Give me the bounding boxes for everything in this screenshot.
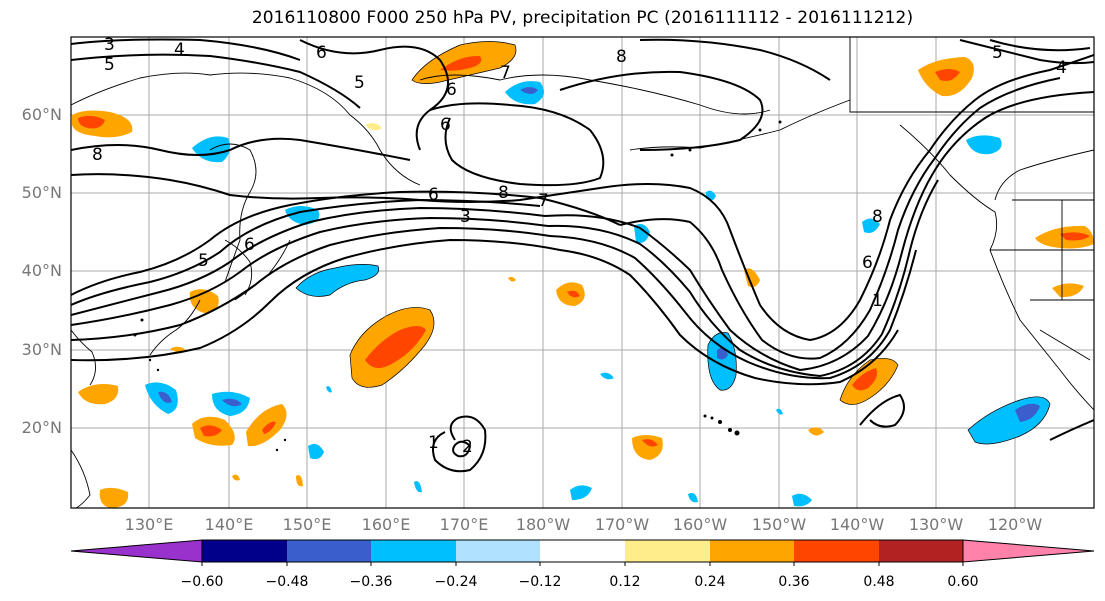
contour-label: 7 <box>538 191 549 211</box>
contour-label: 3 <box>104 35 115 55</box>
colorbar-tick-label: 0.48 <box>863 574 895 590</box>
lon-label: 120°W <box>987 515 1043 534</box>
contour-label: 8 <box>616 47 627 67</box>
colorbar-tick-label: 0.60 <box>947 574 979 590</box>
colorbar-segment <box>879 540 963 562</box>
contour-label: 5 <box>104 55 115 75</box>
lon-label: 140°E <box>204 515 254 534</box>
colorbar-tick-label: 0.12 <box>609 574 641 590</box>
lon-label: 160°E <box>361 515 411 534</box>
lon-label: 170°E <box>439 515 489 534</box>
colorbar-segment <box>625 540 710 562</box>
contour-label: 6 <box>244 235 255 255</box>
colorbar-tick-label: −0.12 <box>518 574 562 590</box>
islands <box>133 120 782 452</box>
colorbar <box>70 539 1095 566</box>
colorbar-segment <box>794 540 879 562</box>
contour-label: 6 <box>428 185 439 205</box>
colorbar-tick-label: 0.36 <box>778 574 810 590</box>
contour-labels: 3 4 5 6 6 7 8 5 4 5 6 8 8 7 6 3 5 6 8 6 … <box>92 35 1067 457</box>
contour-label: 6 <box>862 253 873 273</box>
contour-label: 1 <box>872 291 883 311</box>
colorbar-segment <box>287 540 371 562</box>
lat-label-50n: 50°N <box>21 183 62 202</box>
map-frame <box>70 36 1095 509</box>
contour-label: 5 <box>354 73 365 93</box>
contour-label: 6 <box>316 43 327 63</box>
lat-label-20n: 20°N <box>21 418 62 437</box>
contour-label: 5 <box>992 43 1003 63</box>
lon-label: 150°E <box>282 515 332 534</box>
contour-label: 8 <box>872 207 883 227</box>
contour-label: 3 <box>460 207 471 227</box>
colorbar-segment <box>456 540 540 562</box>
contour-label: 1 <box>428 433 439 453</box>
contour-label: 7 <box>500 63 511 83</box>
colorbar-tick-label: −0.36 <box>349 574 393 590</box>
colorbar-tick-label: −0.60 <box>180 574 224 590</box>
contour-label: 4 <box>1056 58 1067 78</box>
positive-precip-patches <box>72 41 1094 508</box>
contour-label: 2 <box>462 437 473 457</box>
lon-label: 130°E <box>124 515 174 534</box>
contour-label: 5 <box>198 251 209 271</box>
lon-label: 160°W <box>672 515 728 534</box>
lon-label: 170°W <box>594 515 650 534</box>
lat-label-60n: 60°N <box>21 105 62 124</box>
contour-label: 6 <box>446 80 457 100</box>
colorbar-extend-min <box>70 539 203 563</box>
colorbar-segment <box>371 540 456 562</box>
colorbar-tick-label: −0.24 <box>434 574 478 590</box>
colorbar-tick-label: −0.48 <box>265 574 309 590</box>
contour-label: 6 <box>440 115 451 135</box>
precip-outlines <box>295 41 1051 445</box>
negative-precip-patches <box>145 81 1050 507</box>
contour-label: 8 <box>498 183 509 203</box>
colorbar-segment <box>540 540 625 562</box>
contour-label: 4 <box>174 40 185 60</box>
lon-label: 150°W <box>751 515 807 534</box>
lat-label-40n: 40°N <box>21 261 62 280</box>
pv-contours <box>71 38 1094 473</box>
graticule <box>71 37 1094 508</box>
lat-label-30n: 30°N <box>21 340 62 359</box>
lon-label: 130°W <box>908 515 964 534</box>
lon-label: 140°W <box>829 515 885 534</box>
colorbar-extend-max <box>962 539 1095 563</box>
colorbar-segment <box>710 540 794 562</box>
lon-label: 180°W <box>515 515 571 534</box>
colorbar-segment <box>202 540 287 562</box>
coastlines <box>71 37 1094 508</box>
map-title: 2016110800 F000 250 hPa PV, precipitatio… <box>251 8 914 28</box>
contour-label: 8 <box>92 145 103 165</box>
colorbar-tick-label: 0.24 <box>694 574 726 590</box>
